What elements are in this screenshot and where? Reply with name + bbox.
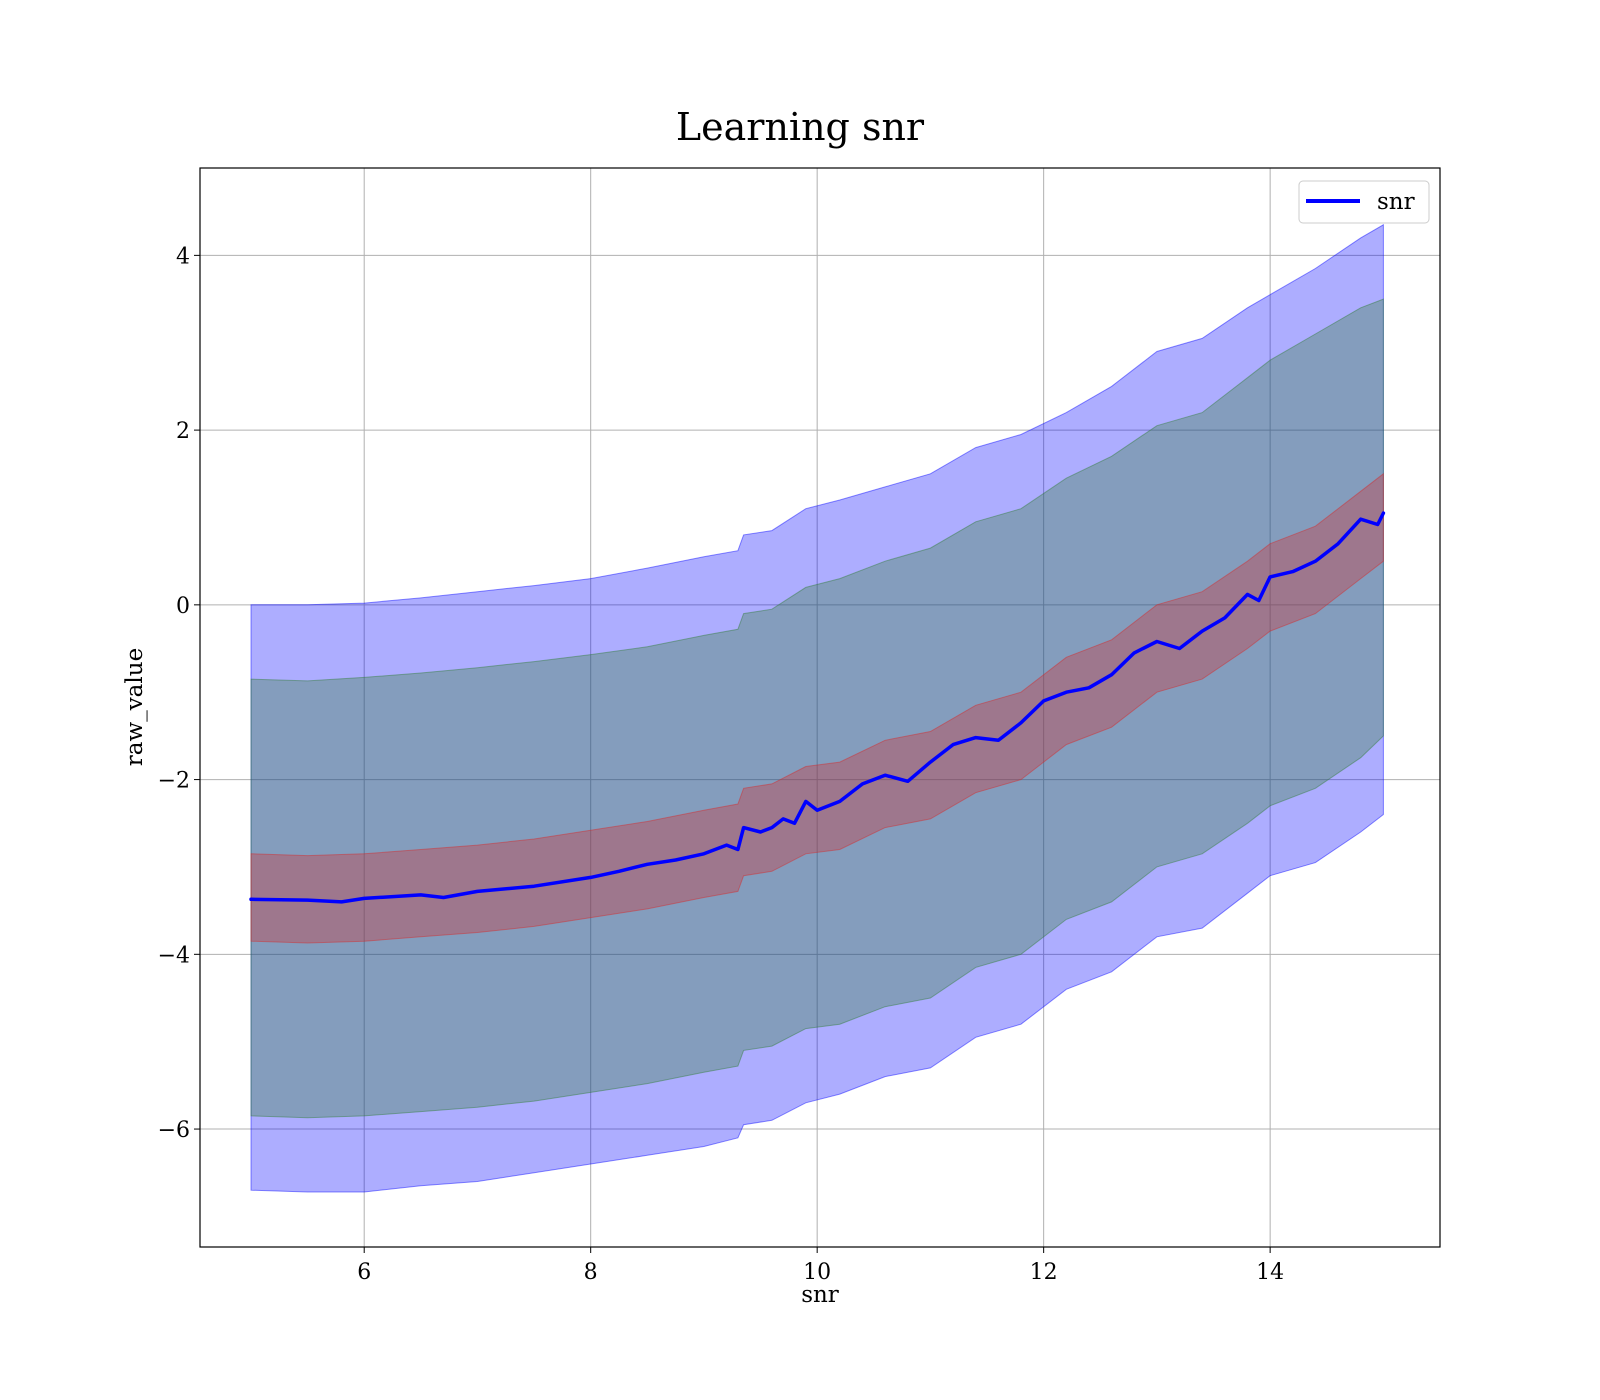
y-tick-label: 4 bbox=[176, 244, 190, 269]
legend-label-snr: snr bbox=[1377, 189, 1415, 215]
legend-box bbox=[1298, 180, 1430, 224]
x-tick-label: 10 bbox=[803, 1260, 831, 1285]
band-outer bbox=[250, 223, 1384, 1193]
y-tick-label: −6 bbox=[158, 1118, 190, 1143]
band-middle bbox=[250, 298, 1384, 1119]
band-inner bbox=[250, 472, 1384, 944]
series-line-snr bbox=[249, 511, 1386, 904]
y-tick-label: 0 bbox=[176, 594, 190, 619]
y-tick-label: −2 bbox=[158, 769, 190, 794]
series-lines bbox=[249, 511, 1386, 904]
y-axis-ticks: −6 −4 −2 0 2 4 bbox=[158, 244, 200, 1143]
x-tick-label: 8 bbox=[584, 1260, 598, 1285]
chart-title: Learning snr bbox=[676, 105, 925, 149]
y-axis-label: raw_value bbox=[122, 648, 148, 766]
x-axis-label: snr bbox=[801, 1282, 839, 1308]
plot-frame bbox=[199, 167, 1441, 1248]
y-tick-label: 2 bbox=[176, 419, 190, 444]
grid-lines bbox=[200, 168, 1440, 1247]
confidence-bands bbox=[250, 223, 1384, 1193]
legend: snr bbox=[1298, 180, 1430, 224]
x-tick-label: 12 bbox=[1030, 1260, 1058, 1285]
x-axis-ticks: 6 8 10 12 14 bbox=[357, 1247, 1284, 1285]
y-tick-label: −4 bbox=[158, 943, 190, 968]
x-tick-label: 6 bbox=[357, 1260, 371, 1285]
x-tick-label: 14 bbox=[1256, 1260, 1284, 1285]
